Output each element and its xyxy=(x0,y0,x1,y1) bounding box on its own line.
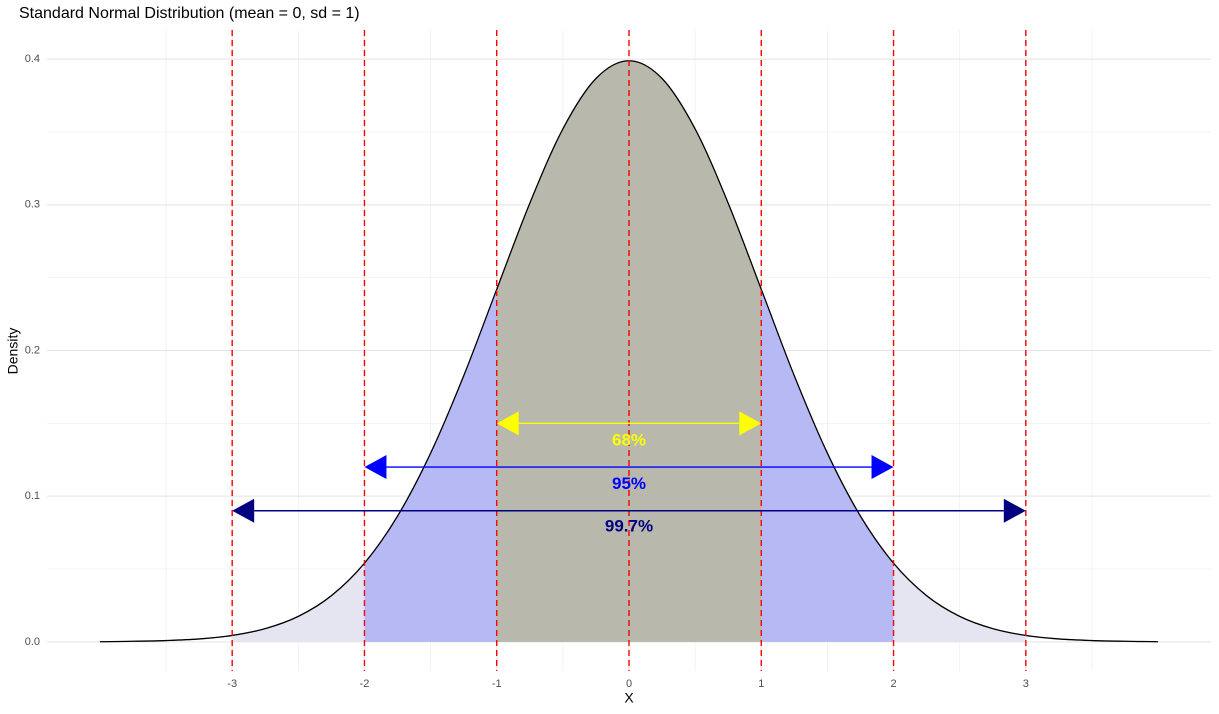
arrow-head xyxy=(232,498,255,523)
x-tick-label: 2 xyxy=(890,678,896,690)
arrow-label: 99.7% xyxy=(605,516,653,535)
y-tick-label: 0.2 xyxy=(25,344,40,356)
chart-title: Standard Normal Distribution (mean = 0, … xyxy=(19,5,360,22)
y-tick-label: 0.0 xyxy=(25,636,40,648)
x-tick-label: -2 xyxy=(360,678,370,690)
arrow-label: 68% xyxy=(612,430,646,449)
x-axis-label: X xyxy=(624,690,634,706)
x-tick-label: -1 xyxy=(492,678,502,690)
x-tick-label: 1 xyxy=(758,678,764,690)
y-tick-label: 0.3 xyxy=(25,199,40,211)
y-axis-label: Density xyxy=(5,328,21,375)
x-tick-label: 0 xyxy=(626,678,632,690)
x-tick-label: 3 xyxy=(1023,678,1029,690)
arrow-label: 95% xyxy=(612,474,646,493)
arrow-head xyxy=(871,455,894,480)
arrow-head xyxy=(364,455,387,480)
x-tick-label: -3 xyxy=(227,678,237,690)
arrow-head xyxy=(739,411,762,436)
y-tick-label: 0.1 xyxy=(25,490,40,502)
arrow-head xyxy=(496,411,519,436)
arrow-head xyxy=(1003,498,1026,523)
y-tick-label: 0.4 xyxy=(25,53,40,65)
